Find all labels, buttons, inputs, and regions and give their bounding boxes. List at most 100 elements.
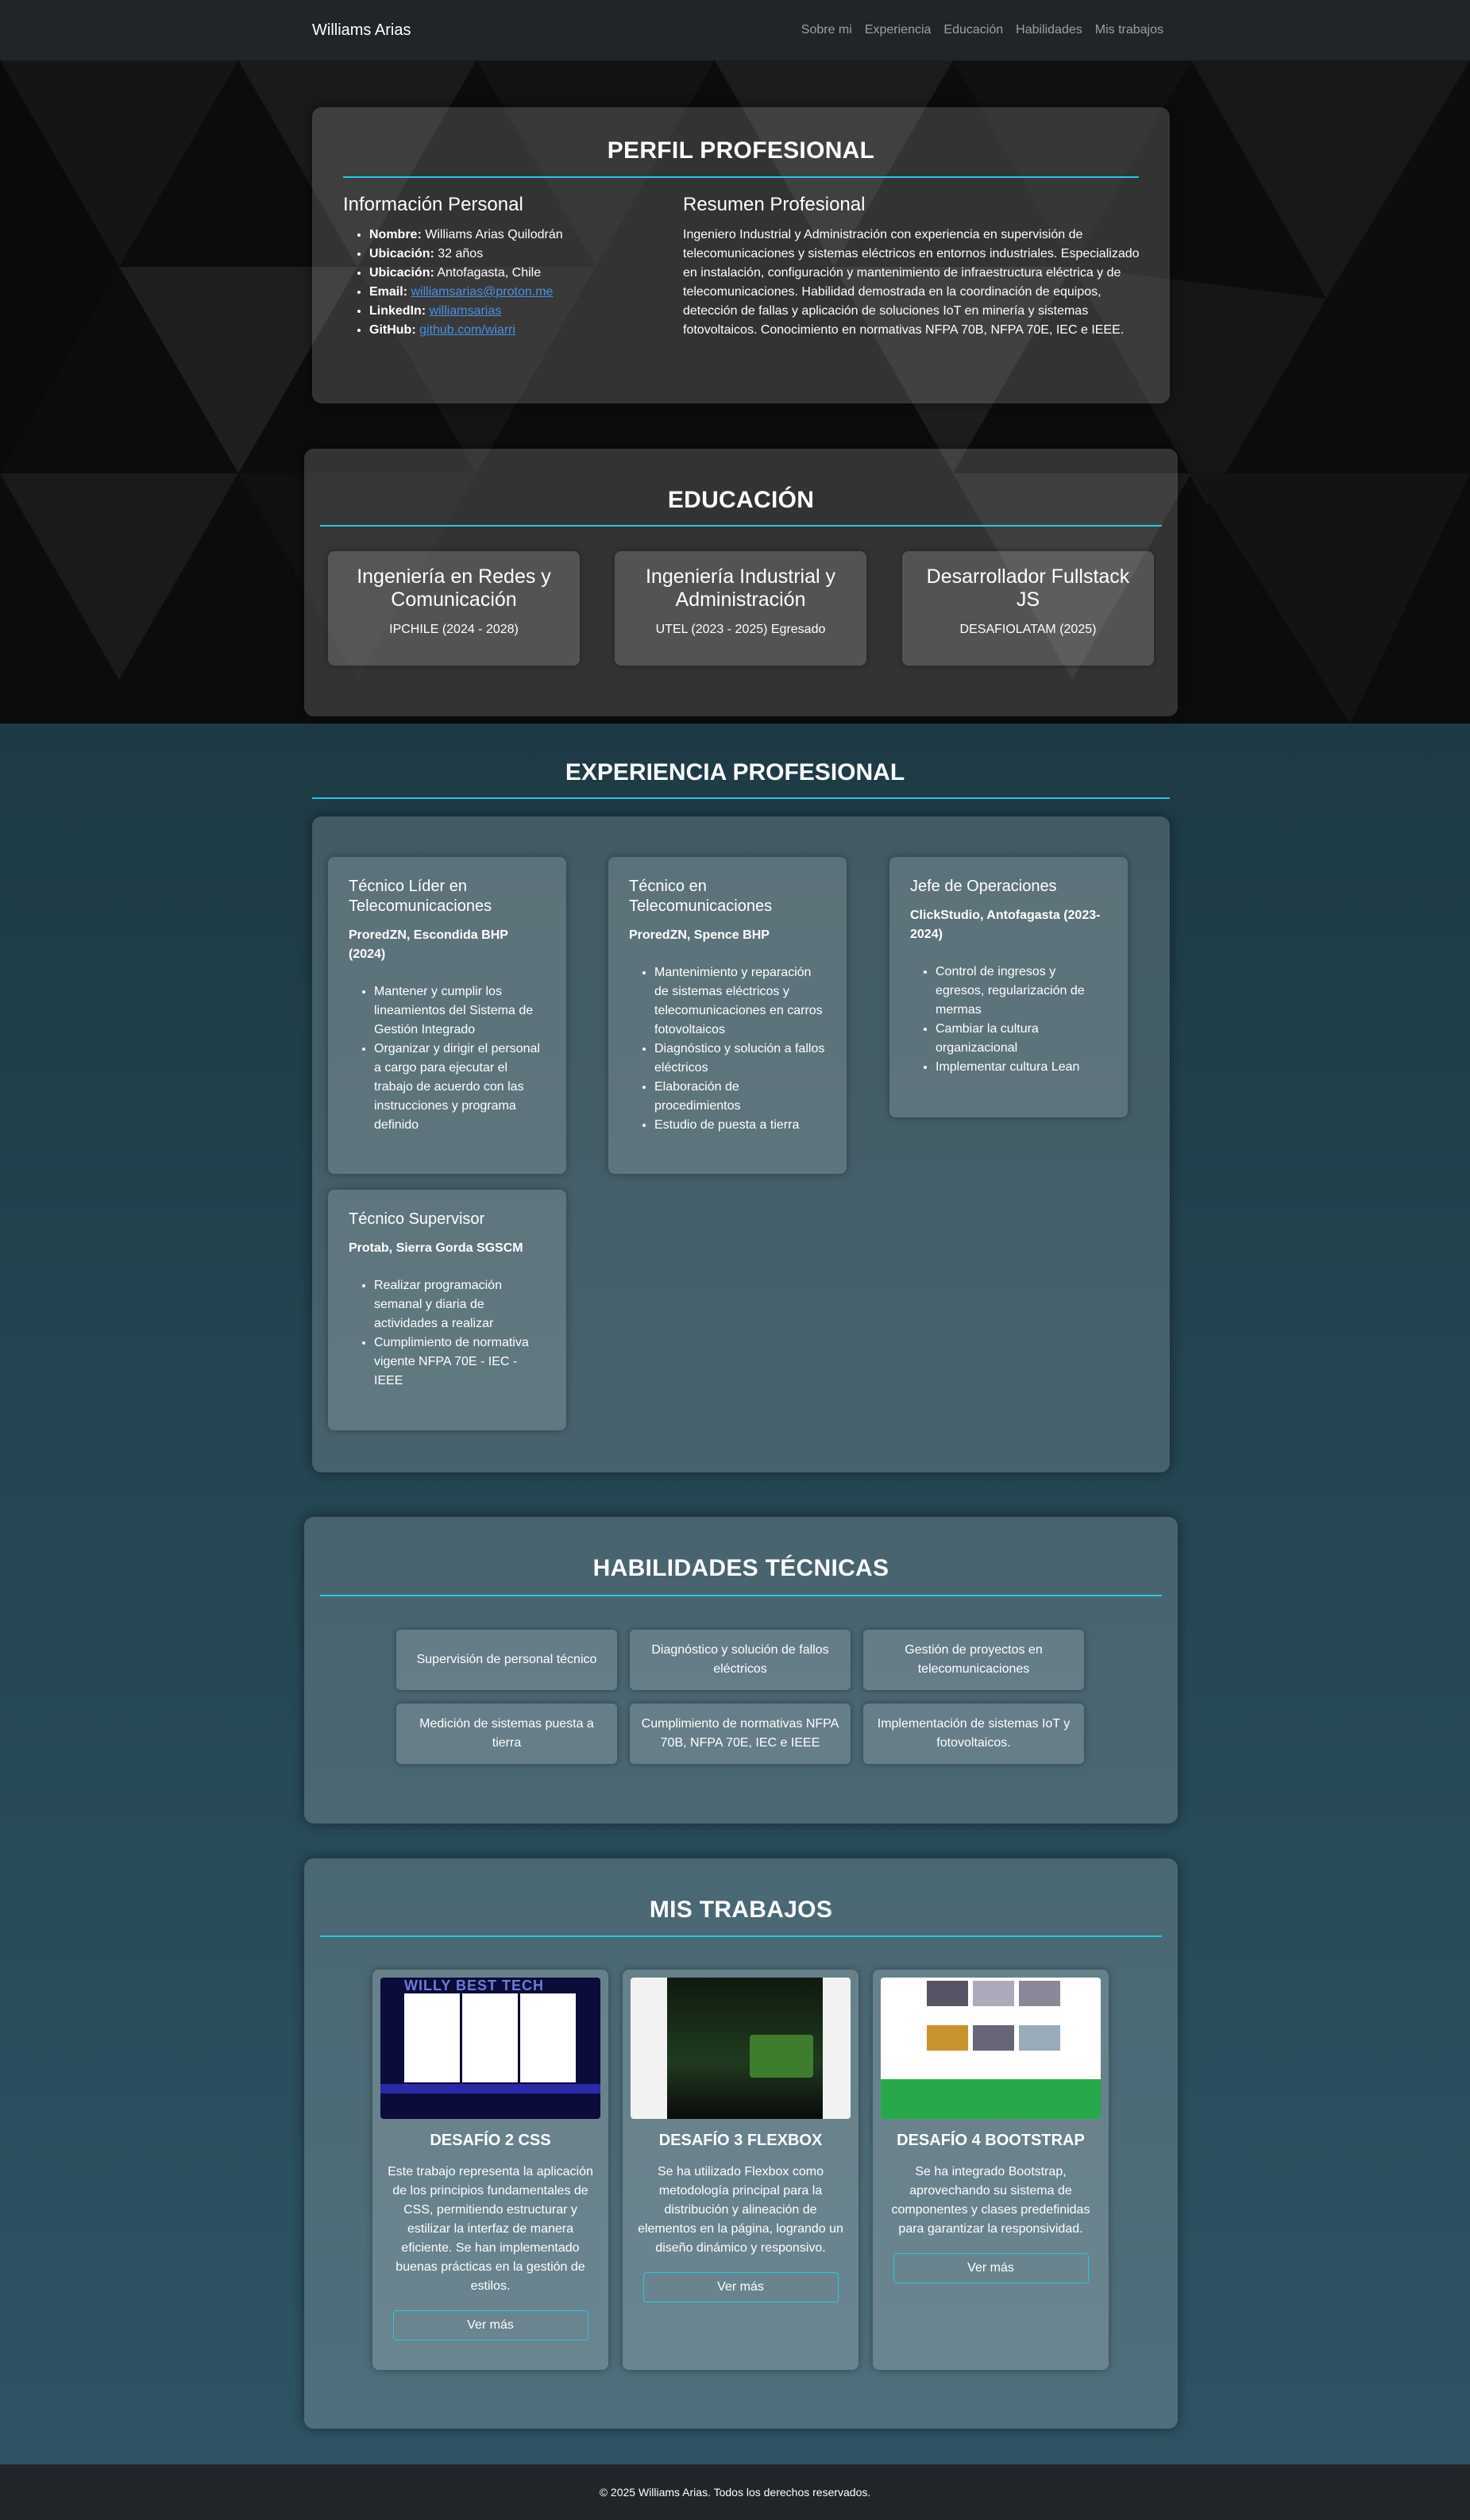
- project-title: DESAFÍO 3 FLEXBOX: [658, 2132, 823, 2149]
- experience-card: Técnico Supervisor Protab, Sierra Gorda …: [328, 1190, 566, 1430]
- education-card: Desarrollador Fullstack JS DESAFIOLATAM …: [902, 551, 1154, 666]
- skill-item: Implementación de sistemas IoT y fotovol…: [863, 1704, 1084, 1764]
- personal-info-title: Información Personal: [343, 194, 523, 215]
- experience-task: Control de ingresos y egresos, regulariz…: [936, 963, 1107, 1020]
- experience-company: Protab, Sierra Gorda SGSCM: [349, 1241, 523, 1255]
- footer: © 2025 Williams Arias. Todos los derecho…: [0, 2464, 1470, 2520]
- perfil-panel: PERFIL PROFESIONAL Información Personal …: [312, 107, 1170, 403]
- skill-item: Medición de sistemas puesta a tierra: [396, 1704, 617, 1764]
- habilidades-title: HABILIDADES TÉCNICAS: [592, 1555, 889, 1581]
- github-link[interactable]: github.com/wiarri: [419, 323, 516, 337]
- experience-card: Técnico Líder en Telecomunicaciones Pror…: [328, 857, 566, 1174]
- email-link[interactable]: williamsarias@proton.me: [411, 285, 554, 299]
- education-degree: Ingeniería en Redes y Comunicación: [357, 565, 551, 611]
- educacion-title: EDUCACIÓN: [667, 487, 815, 513]
- experience-task: Estudio de puesta a tierra: [654, 1116, 826, 1135]
- experience-role: Técnico en Telecomunicaciones: [629, 878, 773, 915]
- resumen-title: Resumen Profesional: [683, 194, 866, 215]
- nav-link-habilidades[interactable]: Habilidades: [1016, 23, 1082, 37]
- ver-mas-button[interactable]: Ver más: [642, 2272, 839, 2302]
- project-description: Se ha utilizado Flexbox como metodología…: [638, 2165, 843, 2255]
- project-card: DESAFÍO 4 BOOTSTRAP Se ha integrado Boot…: [873, 1970, 1109, 2370]
- project-description: Este trabajo representa la aplicación de…: [388, 2165, 593, 2293]
- project-thumbnail: WILLY BEST TECH: [380, 1978, 600, 2119]
- nav-link-educacion[interactable]: Educación: [943, 23, 1004, 37]
- resumen-profesional: Resumen Profesional Ingeniero Industrial…: [683, 194, 1140, 340]
- experience-task: Diagnóstico y solución a fallos eléctric…: [654, 1040, 826, 1078]
- experience-company: ProredZN, Spence BHP: [629, 928, 770, 942]
- experience-card: Técnico en Telecomunicaciones ProredZN, …: [608, 857, 847, 1174]
- project-thumbnail: [631, 1978, 851, 2119]
- experiencia-title: EXPERIENCIA PROFESIONAL: [565, 759, 905, 785]
- education-institution: UTEL (2023 - 2025) Egresado: [655, 623, 826, 636]
- project-title: DESAFÍO 4 BOOTSTRAP: [897, 2132, 1085, 2149]
- trabajos-title: MIS TRABAJOS: [649, 1897, 833, 1923]
- experiencia-divider: [312, 797, 1170, 799]
- ver-mas-button[interactable]: Ver más: [893, 2253, 1089, 2283]
- nav-link-experiencia[interactable]: Experiencia: [864, 23, 932, 37]
- navbar: Williams Arias Sobre mi Experiencia Educ…: [0, 0, 1470, 60]
- personal-info-list: Nombre: Williams Arias Quilodrán Ubicaci…: [343, 226, 661, 340]
- educacion-panel: EDUCACIÓN: [304, 449, 1178, 716]
- habilidades-divider: [320, 1595, 1162, 1596]
- experience-tasks: Mantener y cumplir los lineamientos del …: [349, 982, 546, 1135]
- skill-item: Supervisión de personal técnico: [396, 1630, 617, 1690]
- experiencia-panel: [312, 816, 1170, 1472]
- personal-linkedin: LinkedIn: williamsarias: [369, 302, 661, 321]
- experience-task: Cambiar la cultura organizacional: [936, 1020, 1107, 1058]
- personal-github: GitHub: github.com/wiarri: [369, 321, 661, 340]
- skill-item: Gestión de proyectos en telecomunicacion…: [863, 1630, 1084, 1690]
- experience-task: Implementar cultura Lean: [936, 1058, 1107, 1077]
- linkedin-link[interactable]: williamsarias: [429, 304, 502, 318]
- experience-role: Técnico Supervisor: [349, 1210, 485, 1228]
- experience-role: Jefe de Operaciones: [910, 878, 1057, 895]
- experience-task: Organizar y dirigir el personal a cargo …: [374, 1040, 546, 1135]
- lower-background: [0, 724, 1470, 2464]
- experience-company: ProredZN, Escondida BHP (2024): [349, 928, 508, 961]
- educacion-divider: [320, 525, 1162, 527]
- project-title: DESAFÍO 2 CSS: [430, 2132, 551, 2149]
- education-degree: Ingeniería Industrial y Administración: [645, 565, 836, 611]
- trabajos-panel: MIS TRABAJOS: [304, 1858, 1178, 2429]
- personal-email: Email: williamsarias@proton.me: [369, 283, 661, 302]
- experience-task: Realizar programación semanal y diaria d…: [374, 1276, 546, 1333]
- experience-tasks: Mantenimiento y reparación de sistemas e…: [629, 963, 826, 1135]
- ver-mas-button[interactable]: Ver más: [392, 2310, 588, 2341]
- experience-task: Elaboración de procedimientos: [654, 1078, 826, 1116]
- personal-name: Nombre: Williams Arias Quilodrán: [369, 226, 661, 245]
- education-institution: DESAFIOLATAM (2025): [959, 623, 1097, 636]
- hero-background: [0, 60, 1470, 724]
- education-card: Ingeniería Industrial y Administración U…: [615, 551, 866, 666]
- experience-card: Jefe de Operaciones ClickStudio, Antofag…: [889, 857, 1128, 1117]
- personal-location: Ubicación: Antofagasta, Chile: [369, 264, 661, 283]
- experience-role: Técnico Líder en Telecomunicaciones: [349, 878, 492, 915]
- resumen-text: Ingeniero Industrial y Administración co…: [683, 228, 1140, 337]
- perfil-divider: [343, 176, 1139, 178]
- experience-tasks: Realizar programación semanal y diaria d…: [349, 1276, 546, 1391]
- experience-company: ClickStudio, Antofagasta (2023-2024): [910, 909, 1101, 941]
- skill-item: Cumplimiento de normativas NFPA 70B, NFP…: [630, 1704, 851, 1764]
- project-card: DESAFÍO 3 FLEXBOX Se ha utilizado Flexbo…: [623, 1970, 858, 2370]
- project-description: Se ha integrado Bootstrap, aprovechando …: [891, 2165, 1090, 2236]
- education-institution: IPCHILE (2024 - 2028): [389, 623, 519, 636]
- footer-copyright: © 2025 Williams Arias. Todos los derecho…: [599, 2486, 871, 2499]
- nav-link-mis-trabajos[interactable]: Mis trabajos: [1094, 23, 1163, 37]
- nav-link-sobre-mi[interactable]: Sobre mi: [801, 23, 852, 37]
- project-card: WILLY BEST TECH DESAFÍO 2 CSS Este traba…: [372, 1970, 608, 2370]
- trabajos-divider: [320, 1935, 1162, 1937]
- education-degree: Desarrollador Fullstack JS: [926, 565, 1130, 611]
- triangle-pattern: [0, 60, 1470, 724]
- habilidades-panel: HABILIDADES TÉCNICAS: [304, 1517, 1178, 1823]
- personal-info: Información Personal Nombre: Williams Ar…: [343, 194, 661, 340]
- brand-link[interactable]: Williams Arias: [312, 21, 411, 39]
- experience-task: Mantener y cumplir los lineamientos del …: [374, 982, 546, 1040]
- perfil-title: PERFIL PROFESIONAL: [607, 137, 875, 164]
- project-thumbnail: [881, 1978, 1101, 2119]
- education-card: Ingeniería en Redes y Comunicación IPCHI…: [328, 551, 580, 666]
- experience-tasks: Control de ingresos y egresos, regulariz…: [910, 963, 1107, 1077]
- experience-task: Mantenimiento y reparación de sistemas e…: [654, 963, 826, 1040]
- personal-age: Ubicación: 32 años: [369, 245, 661, 264]
- nav-links: Sobre mi Experiencia Educación Habilidad…: [801, 23, 1163, 37]
- experience-task: Cumplimiento de normativa vigente NFPA 7…: [374, 1333, 546, 1391]
- thumbnail-logo: WILLY BEST TECH: [404, 1978, 545, 1993]
